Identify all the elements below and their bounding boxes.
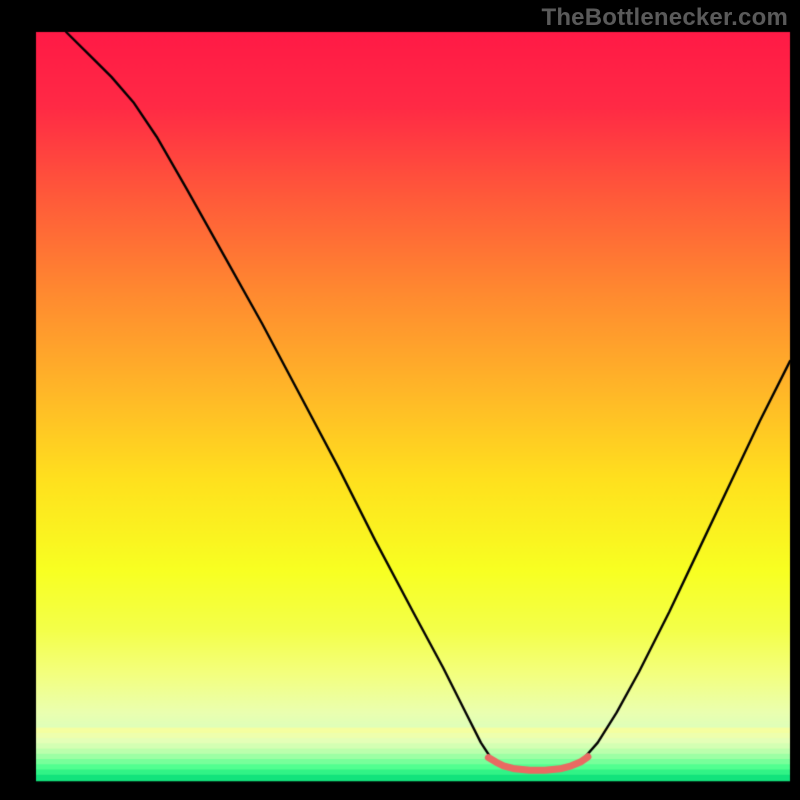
bottleneck-curve-canvas	[0, 0, 800, 800]
chart-stage: TheBottlenecker.com	[0, 0, 800, 800]
watermark-label: TheBottlenecker.com	[541, 4, 788, 32]
